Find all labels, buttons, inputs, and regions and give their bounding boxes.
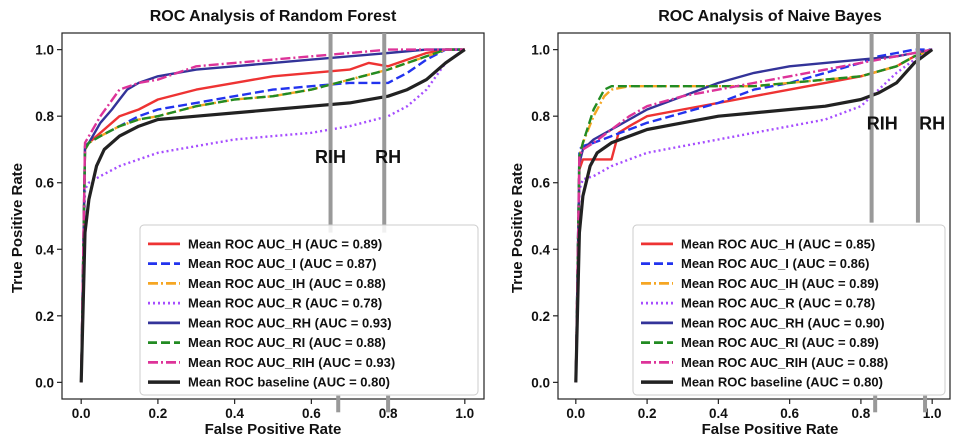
- x-tick-label: 0.4: [709, 406, 728, 421]
- x-tick-label: 0.0: [566, 406, 585, 421]
- y-tick-label: 0.6: [35, 176, 54, 191]
- legend-entry: Mean ROC AUC_IH (AUC = 0.89): [681, 276, 879, 291]
- x-axis-label: False Positive Rate: [702, 421, 839, 438]
- legend-entry: Mean ROC AUC_RIH (AUC = 0.88): [681, 355, 888, 370]
- legend-entry: Mean ROC AUC_RI (AUC = 0.88): [188, 335, 386, 350]
- x-tick-label: 1.0: [923, 406, 942, 421]
- legend-entry: Mean ROC AUC_R (AUC = 0.78): [188, 296, 382, 311]
- x-tick-label: 0.8: [852, 406, 871, 421]
- series-line: [80, 48, 465, 383]
- series-line: [574, 48, 933, 383]
- x-tick-label: 0.2: [149, 406, 168, 421]
- y-tick-label: 0.4: [531, 242, 550, 257]
- x-tick-label: 0.6: [302, 406, 321, 421]
- x-tick-label: 0.2: [638, 406, 657, 421]
- legend-entry: Mean ROC AUC_R (AUC = 0.78): [681, 296, 875, 311]
- legend-entry: Mean ROC AUC_I (AUC = 0.86): [681, 256, 869, 271]
- annotation-label: RH: [375, 147, 401, 167]
- series-line: [80, 48, 465, 383]
- series-line: [574, 48, 933, 383]
- series-line: [574, 48, 934, 383]
- y-tick-label: 0.6: [531, 176, 550, 191]
- series-line: [80, 48, 465, 383]
- y-tick-label: 0.0: [35, 375, 54, 390]
- x-tick-label: 0.4: [225, 406, 244, 421]
- y-tick-label: 0.8: [531, 109, 550, 124]
- y-axis-label: True Positive Rate: [509, 163, 526, 293]
- legend-entry: Mean ROC AUC_RI (AUC = 0.89): [681, 335, 879, 350]
- legend-entry: Mean ROC AUC_RH (AUC = 0.93): [188, 315, 392, 330]
- y-tick-label: 1.0: [531, 43, 550, 58]
- plot-frame: [61, 32, 485, 400]
- x-tick-label: 1.0: [455, 406, 474, 421]
- legend-entry: Mean ROC baseline (AUC = 0.80): [681, 375, 883, 390]
- y-tick-label: 1.0: [35, 43, 54, 58]
- y-tick-label: 0.8: [35, 109, 54, 124]
- legend-entry: Mean ROC AUC_IH (AUC = 0.88): [188, 276, 386, 291]
- chart-title: ROC Analysis of Random Forest: [150, 8, 397, 25]
- chart-title: ROC Analysis of Naive Bayes: [658, 8, 882, 25]
- y-tick-label: 0.4: [35, 242, 54, 257]
- legend-entry: Mean ROC AUC_H (AUC = 0.89): [188, 236, 382, 251]
- legend-entry: Mean ROC baseline (AUC = 0.80): [188, 375, 390, 390]
- series-line: [574, 48, 933, 383]
- plot-frame: [557, 32, 951, 400]
- x-tick-label: 0.8: [379, 406, 398, 421]
- y-tick-label: 0.2: [35, 309, 54, 324]
- x-axis-label: False Positive Rate: [205, 421, 342, 438]
- x-tick-label: 0.0: [72, 406, 91, 421]
- annotation-label: RH: [919, 113, 945, 133]
- series-line: [574, 48, 933, 383]
- legend-entry: Mean ROC AUC_RH (AUC = 0.90): [681, 315, 885, 330]
- legend-entry: Mean ROC AUC_H (AUC = 0.85): [681, 236, 875, 251]
- y-tick-label: 0.2: [531, 309, 550, 324]
- legend: Mean ROC AUC_H (AUC = 0.85) Mean ROC AUC_…: [632, 224, 946, 396]
- annotation-label: RIH: [867, 113, 898, 133]
- legend-box: [632, 224, 946, 396]
- chart-panel-naive-bayes: ROC Analysis of Naive Bayes False Positi…: [509, 8, 951, 438]
- x-tick-label: 0.6: [780, 406, 799, 421]
- y-tick-label: 0.0: [531, 375, 550, 390]
- y-axis-label: True Positive Rate: [9, 163, 26, 293]
- legend-entry: Mean ROC AUC_RIH (AUC = 0.93): [188, 355, 395, 370]
- legend-box: [139, 224, 479, 396]
- legend: Mean ROC AUC_H (AUC = 0.89) Mean ROC AUC_…: [139, 224, 479, 396]
- series-line: [79, 48, 466, 383]
- series-line: [80, 48, 465, 383]
- annotation-label: RIH: [315, 147, 346, 167]
- legend-entry: Mean ROC AUC_I (AUC = 0.87): [188, 256, 376, 271]
- chart-panel-random-forest: ROC Analysis of Random Forest False Posi…: [9, 8, 485, 438]
